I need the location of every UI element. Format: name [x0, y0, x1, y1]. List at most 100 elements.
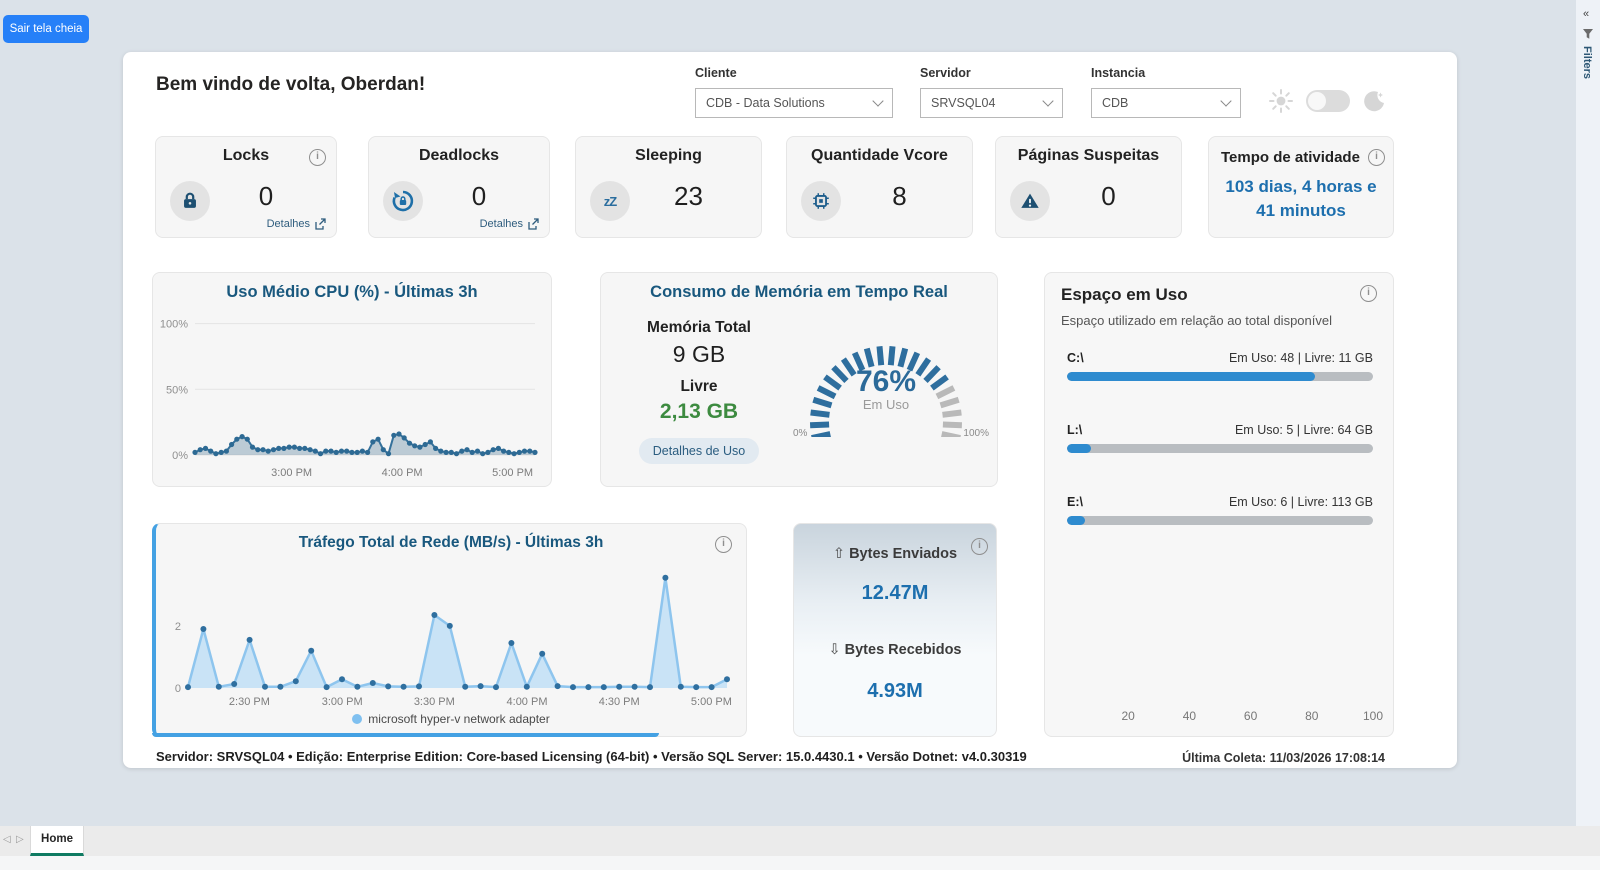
deadlocks-detalhes-link[interactable]: Detalhes: [480, 218, 539, 230]
svg-text:3:30 PM: 3:30 PM: [414, 696, 455, 708]
instancia-value: CDB: [1102, 96, 1129, 110]
network-traffic-area-chart[interactable]: 0 2 2:30 PM 3:00 PM 3:30 PM 4:00 PM 4:30 PM 5:0…: [160, 560, 743, 710]
servidor-select[interactable]: SRVSQL04: [920, 88, 1063, 118]
info-icon[interactable]: [715, 536, 732, 553]
info-icon[interactable]: [309, 149, 326, 166]
warning-triangle-icon: [1010, 181, 1050, 221]
memory-gauge[interactable]: 76% Em Uso 0% 100%: [781, 307, 991, 457]
instancia-select[interactable]: CDB: [1091, 88, 1241, 118]
svg-text:2: 2: [175, 621, 181, 633]
svg-text:50%: 50%: [166, 384, 188, 396]
kpi-card-uptime: Tempo de atividade 103 dias, 4 horas e 4…: [1208, 136, 1394, 238]
bytes-sent-label: Bytes Enviados: [849, 546, 958, 562]
bytes-received-label: Bytes Recebidos: [844, 642, 962, 658]
kpi-value: 0: [1101, 181, 1116, 211]
bytes-received-label-row: ⇩ Bytes Recebidos: [794, 642, 996, 658]
kpi-card-deadlocks: Deadlocks 0 Detalhes: [368, 136, 550, 238]
uptime-value: 103 dias, 4 horas e 41 minutos: [1225, 177, 1377, 220]
memory-free-value: 2,13 GB: [659, 400, 739, 423]
filter-funnel-icon: [1583, 29, 1593, 39]
memory-stats: Memória Total 9 GB Livre 2,13 GB Detalhe…: [615, 317, 783, 464]
lock-icon: [170, 181, 210, 221]
bytes-card: ⇧Bytes Enviados 12.47M ⇩Bytes Recebidos …: [793, 523, 997, 737]
uptime-title: Tempo de atividade: [1221, 149, 1360, 166]
cpu-chart-title: Uso Médio CPU (%) - Últimas 3h: [226, 283, 478, 301]
bytes-sent-value: 12.47M: [861, 582, 929, 604]
gauge-percent-value: 76%: [855, 365, 917, 398]
bytes-received-value: 4.93M: [867, 680, 923, 702]
kpi-value: 8: [892, 181, 907, 211]
drive-usage: Em Uso: 5 | Livre: 64 GB: [1234, 423, 1373, 437]
svg-text:100%: 100%: [160, 319, 188, 331]
memory-details-button[interactable]: Detalhes de Uso: [638, 438, 760, 464]
disk-bar-fill: [1067, 516, 1086, 525]
drive-bar-track: [1067, 372, 1373, 381]
next-page-arrow[interactable]: ▷: [16, 834, 24, 845]
disk-bar-fill: [1067, 444, 1092, 453]
deadlock-refresh-lock-icon: [383, 181, 423, 221]
drive-row-e[interactable]: E:\ Em Uso: 6 | Livre: 113 GB: [1067, 495, 1373, 525]
prev-page-arrow[interactable]: ◁: [3, 834, 11, 845]
kpi-title: Quantidade Vcore: [811, 147, 948, 164]
collapse-chevron-icon[interactable]: «: [1583, 8, 1590, 20]
kpi-title: Deadlocks: [418, 147, 500, 164]
svg-text:4:00 PM: 4:00 PM: [507, 696, 548, 708]
kpi-value: 0: [258, 181, 274, 211]
drive-name: E:\: [1067, 495, 1083, 509]
kpi-value: 23: [674, 181, 703, 211]
disk-bar-fill: [1067, 372, 1315, 381]
moon-icon: [1364, 91, 1384, 112]
chevron-down-icon: [872, 95, 884, 107]
disk-card-title: Espaço em Uso: [1061, 285, 1188, 304]
memory-card-title: Consumo de Memória em Tempo Real: [650, 283, 948, 301]
external-link-icon: [315, 218, 326, 230]
network-legend[interactable]: microsoft hyper-v network adapter: [156, 712, 746, 726]
memory-card: Consumo de Memória em Tempo Real Memória…: [600, 272, 998, 487]
detalhes-label: Detalhes: [266, 218, 310, 230]
filters-pane-label: Filters: [1581, 46, 1593, 80]
axis-tick: 20: [1121, 709, 1135, 723]
servidor-value: SRVSQL04: [931, 96, 996, 110]
cpu-usage-area-chart[interactable]: 0% 50% 100% 3:00 PM 4:00 PM 5:00 PM: [155, 309, 549, 481]
network-chart-title: Tráfego Total de Rede (MB/s) - Últimas 3…: [298, 534, 604, 551]
tab-bar-footer: [0, 856, 1600, 870]
cliente-select[interactable]: CDB - Data Solutions: [695, 88, 893, 118]
info-icon[interactable]: [1360, 285, 1377, 302]
exit-fullscreen-button[interactable]: Sair tela cheia: [3, 15, 89, 43]
sleep-zz-icon: [590, 181, 630, 221]
locks-detalhes-link[interactable]: Detalhes: [267, 218, 326, 230]
info-icon[interactable]: [1368, 149, 1385, 166]
svg-text:4:00 PM: 4:00 PM: [382, 467, 423, 479]
svg-text:3:00 PM: 3:00 PM: [322, 696, 363, 708]
kpi-card-sleeping: Sleeping 23: [575, 136, 762, 238]
svg-text:5:00 PM: 5:00 PM: [691, 696, 732, 708]
gauge-caption: Em Uso: [862, 397, 910, 412]
kpi-title: Sleeping: [635, 147, 702, 164]
cpu-chart-card: Uso Médio CPU (%) - Últimas 3h 0% 50% 100%…: [152, 272, 552, 487]
cpu-chip-icon: [801, 181, 841, 221]
axis-tick: 80: [1305, 709, 1319, 723]
gauge-center: 76% Em Uso: [781, 365, 991, 412]
axis-tick: 100: [1362, 709, 1384, 723]
axis-tick: 60: [1243, 709, 1258, 723]
legend-label: microsoft hyper-v network adapter: [368, 712, 550, 726]
tab-home[interactable]: Home: [30, 826, 84, 856]
svg-text:5:00 PM: 5:00 PM: [492, 467, 533, 479]
kpi-card-vcore: Quantidade Vcore 8: [786, 136, 973, 238]
svg-text:0: 0: [175, 683, 181, 695]
memory-total-label: Memória Total: [647, 319, 751, 336]
kpi-title: Páginas Suspeitas: [1017, 147, 1160, 164]
drive-row-l[interactable]: L:\ Em Uso: 5 | Livre: 64 GB: [1067, 423, 1373, 453]
last-collect-text: Última Coleta: 11/03/2026 17:08:14: [1182, 751, 1385, 765]
drive-name: C:\: [1067, 351, 1084, 365]
kpi-title: Locks: [222, 147, 270, 164]
info-icon[interactable]: [971, 538, 988, 555]
theme-switch[interactable]: [1306, 90, 1350, 112]
filters-pane-collapsed[interactable]: « Filters: [1576, 0, 1600, 870]
chevron-down-icon: [1042, 95, 1054, 107]
cliente-label: Cliente: [695, 66, 737, 80]
drive-bar-track: [1067, 516, 1373, 525]
gauge-min-label: 0%: [793, 428, 808, 439]
drive-row-c[interactable]: C:\ Em Uso: 48 | Livre: 11 GB: [1067, 351, 1373, 381]
axis-tick: 40: [1182, 709, 1197, 723]
